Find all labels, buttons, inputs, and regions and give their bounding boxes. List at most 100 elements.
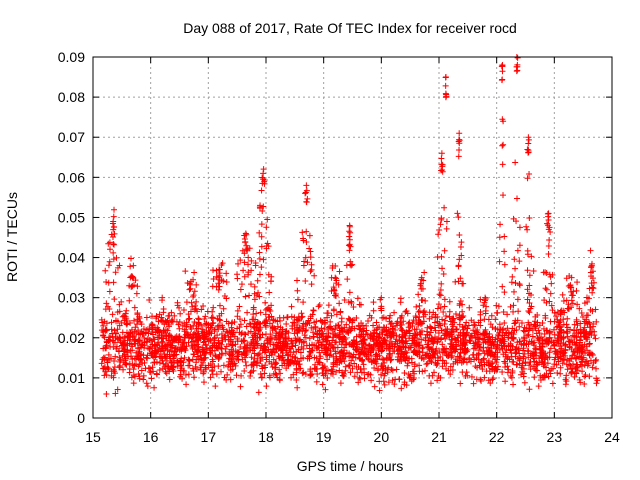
data-point (195, 343, 202, 350)
data-point (333, 311, 340, 318)
data-point (336, 268, 343, 275)
data-point (288, 303, 295, 310)
data-point (313, 318, 320, 325)
data-point (238, 338, 245, 345)
data-point (128, 353, 135, 360)
data-point (457, 244, 464, 251)
data-point (106, 288, 113, 295)
data-point (229, 319, 236, 326)
data-point (545, 243, 552, 250)
data-point (216, 351, 223, 358)
data-point (382, 370, 389, 377)
data-point (495, 303, 502, 310)
data-point (477, 296, 484, 303)
y-tick-label: 0.04 (58, 250, 85, 266)
data-point (245, 254, 252, 261)
data-point (353, 363, 360, 370)
data-point (557, 349, 564, 356)
data-point (504, 355, 511, 362)
data-point (236, 316, 243, 323)
data-point (457, 380, 464, 387)
data-point (107, 355, 114, 362)
data-point (332, 339, 339, 346)
data-point (187, 324, 194, 331)
data-point (303, 238, 310, 245)
data-point (306, 355, 313, 362)
data-point (176, 347, 183, 354)
data-point (547, 228, 554, 235)
data-point (251, 283, 258, 290)
data-point (346, 289, 353, 296)
data-point (463, 319, 470, 326)
data-point (284, 314, 291, 321)
data-point (344, 276, 351, 283)
data-point (273, 371, 280, 378)
data-point (199, 349, 206, 356)
data-point (496, 321, 503, 328)
data-point (211, 326, 218, 333)
data-point (589, 308, 596, 315)
data-point (360, 365, 367, 372)
data-point (329, 262, 336, 269)
data-point (526, 290, 533, 297)
data-point (235, 260, 242, 267)
data-point (534, 312, 541, 319)
data-point (205, 324, 212, 331)
data-point (307, 371, 314, 378)
data-point (563, 361, 570, 368)
data-point (306, 345, 313, 352)
data-point (105, 365, 112, 372)
data-point (131, 362, 138, 369)
data-point (98, 360, 105, 367)
data-point (428, 359, 435, 366)
data-point (193, 359, 200, 366)
data-point (316, 302, 323, 309)
data-point (366, 356, 373, 363)
data-point (405, 324, 412, 331)
data-point (110, 249, 117, 256)
data-point (187, 285, 194, 292)
data-point (577, 326, 584, 333)
data-point (525, 348, 532, 355)
data-point (179, 375, 186, 382)
data-point (435, 301, 442, 308)
data-point (472, 335, 479, 342)
x-tick-label: 16 (143, 429, 159, 445)
data-point (378, 294, 385, 301)
data-point (500, 309, 507, 316)
data-point (427, 380, 434, 387)
data-point (560, 298, 567, 305)
data-point (510, 302, 517, 309)
data-point (225, 358, 232, 365)
data-point (524, 146, 531, 153)
data-point (111, 230, 118, 237)
data-point (545, 216, 552, 223)
data-point (526, 325, 533, 332)
data-point (255, 289, 262, 296)
data-point (439, 341, 446, 348)
data-point (336, 329, 343, 336)
data-point (573, 316, 580, 323)
data-point (455, 262, 462, 269)
data-point (254, 277, 261, 284)
data-point (346, 324, 353, 331)
data-point (158, 314, 165, 321)
data-point (507, 346, 514, 353)
data-point (271, 325, 278, 332)
data-point (437, 322, 444, 329)
data-point (471, 356, 478, 363)
data-point (212, 353, 219, 360)
data-point (566, 358, 573, 365)
data-point (585, 319, 592, 326)
data-point (250, 342, 257, 349)
data-point (258, 374, 265, 381)
data-point (332, 332, 339, 339)
data-point (438, 161, 445, 168)
data-point (565, 305, 572, 312)
data-point (354, 295, 361, 302)
data-point (593, 318, 600, 325)
data-point (111, 206, 118, 213)
data-point (470, 380, 477, 387)
data-point (579, 348, 586, 355)
data-point (130, 262, 137, 269)
